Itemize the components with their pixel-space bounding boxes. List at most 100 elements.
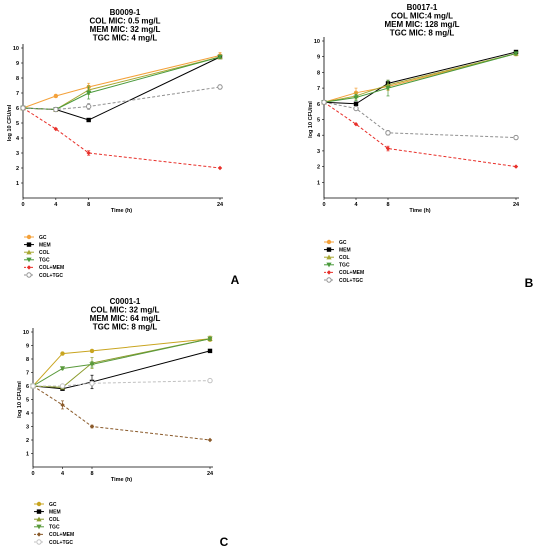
y-tick-label: 7 [16,91,19,97]
chart-subtitle: TGC MIC: 4 mg/L [93,34,158,43]
y-tick-label: 8 [16,76,19,82]
data-point [385,85,391,91]
data-point [60,351,65,356]
legend-marker [26,249,32,255]
y-tick-label: 1 [26,452,29,458]
y-tick-label: 2 [26,438,29,444]
legend-marker [36,539,42,545]
y-tick-label: 10 [314,39,320,45]
legend-marker [326,247,332,252]
legend-item: TGC [34,524,60,531]
data-point [385,146,391,151]
data-point [53,93,59,99]
legend-item: COL [324,254,350,261]
series-line [323,51,517,105]
y-axis-label: log 10 CFU/ml [308,101,314,138]
data-point [53,126,59,132]
chart-subtitle: MEM MIC: 128 mg/L [384,20,459,29]
x-axis-label: Time (h) [111,477,132,483]
data-point [30,383,36,389]
y-axis-label: log 10 CFU/ml [17,381,23,418]
legend-item: GC [324,239,347,246]
legend-marker [26,257,32,263]
y-tick-label: 2 [317,165,320,171]
data-point [89,424,95,429]
y-tick-label: 6 [16,106,19,112]
data-point [86,90,92,96]
legend-marker [326,277,332,283]
series-line [32,338,211,387]
chart-subtitle: TGC MIC: 8 mg/L [390,29,455,38]
legend-marker [36,509,42,514]
legend-marker [326,270,332,275]
legend-label: COL [339,255,350,261]
legend-item: GC [34,501,57,508]
legend-marker [26,265,32,270]
x-tick-label: 24 [513,202,520,208]
data-point [53,106,59,113]
legend-item: COL+MEM [324,270,364,276]
series-col-plus-mem [321,100,519,169]
chart-subtitle: TGC MIC: 8 mg/L [93,323,158,332]
x-tick-label: 8 [386,202,389,208]
legend-marker [326,254,332,260]
data-point [217,165,223,171]
legend-item: GC [24,234,47,241]
y-tick-label: 8 [317,70,320,76]
legend-item: COL+TGC [324,277,363,284]
legend-item: MEM [24,242,51,248]
y-tick-label: 4 [16,136,20,142]
x-axis-label: Time (h) [111,208,132,214]
legend-label: MEM [49,509,61,515]
legend-item: MEM [34,509,61,515]
legend-marker [26,242,32,247]
y-tick-label: 9 [26,344,29,350]
chart-title: C0001-1 [110,297,141,306]
legend-item: MEM [324,247,351,253]
y-tick-label: 4 [26,411,30,417]
legend-label: COL+TGC [339,278,363,284]
data-point [207,437,213,443]
series-col-plus-mem [20,105,223,171]
x-tick-label: 4 [54,202,58,208]
legend-item: COL+TGC [34,539,73,546]
chart-subtitle: COL MIC: 0.5 mg/L [90,17,161,26]
series-tgc [20,54,223,113]
series-line [32,338,211,388]
y-tick-label: 10 [23,330,29,336]
legend-label: COL+MEM [339,270,364,276]
data-point [20,105,26,111]
y-tick-label: 6 [26,384,29,390]
data-point [513,51,519,57]
x-tick-label: 0 [31,471,34,477]
legend-label: COL+MEM [39,265,64,271]
panel-label: C [220,535,229,549]
chart-subtitle: MEM MIC: 32 mg/L [90,25,161,34]
y-tick-label: 9 [16,61,19,67]
legend-marker [26,234,32,240]
series-line [33,380,211,387]
y-tick-label: 7 [317,86,320,92]
data-point [86,117,91,123]
series-col-plus-tgc [20,84,223,113]
y-tick-label: 3 [16,151,19,157]
y-tick-label: 7 [26,371,29,377]
y-tick-label: 5 [26,398,29,404]
chart-subtitle: COL MIC: 32 mg/L [91,306,160,315]
series-line [22,55,221,109]
legend-label: MEM [339,247,351,253]
data-point [513,134,519,141]
legend-marker [36,532,42,537]
y-tick-label: 5 [317,118,320,124]
legend-marker [36,501,42,507]
data-point [353,95,359,101]
legend-item: COL [34,516,60,523]
legend-label: TGC [339,263,350,269]
data-point [207,348,213,354]
legend-label: COL+MEM [49,532,74,538]
panel-label: A [231,273,240,287]
legend-label: GC [49,502,57,508]
